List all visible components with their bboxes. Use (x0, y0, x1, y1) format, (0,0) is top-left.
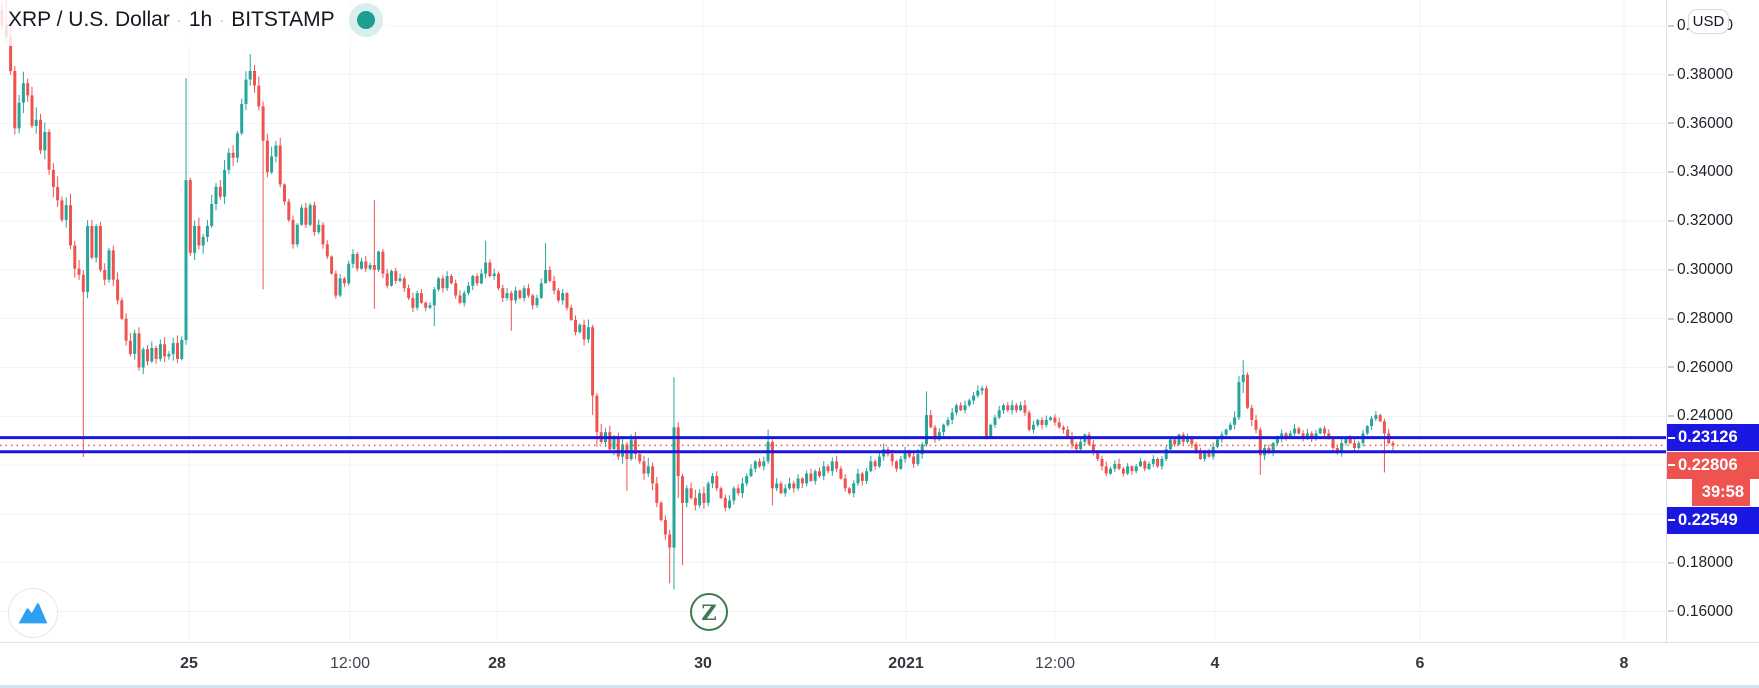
interval-label[interactable]: 1h (188, 8, 213, 31)
price-tick-label: 0.34000 (1667, 163, 1759, 181)
badge-tick-dash (1668, 436, 1675, 439)
time-tick-label: 12:00 (1034, 655, 1076, 672)
price-tick-label: 0.38000 (1667, 66, 1759, 84)
price-badge-line-lower: 0.22549 (1667, 506, 1759, 534)
price-tick-label: 0.16000 (1667, 603, 1759, 621)
time-tick-label: 4 (1210, 655, 1220, 672)
candlestick-chart-canvas[interactable] (0, 0, 1666, 642)
badge-tick-dash (1668, 464, 1675, 467)
price-tick-label: 0.36000 (1667, 115, 1759, 133)
price-tick-label: 0.32000 (1667, 212, 1759, 230)
chart-plot-area[interactable]: Z XRP / U.S. Dollar · 1h · BITSTAMP (0, 0, 1666, 642)
price-axis[interactable]: 0.400000.380000.360000.340000.320000.300… (1666, 0, 1759, 642)
price-tick-label: 0.30000 (1667, 261, 1759, 279)
time-tick-label: 30 (694, 655, 712, 672)
badge-tick-dash (1668, 519, 1675, 522)
time-tick-label: 12:00 (329, 655, 371, 672)
time-tick-label: 28 (488, 655, 506, 672)
bar-countdown-badge: 39:58 (1692, 479, 1750, 507)
loading-progress-strip (0, 685, 1759, 688)
time-tick-label: 25 (180, 655, 198, 672)
price-tick-label: 0.28000 (1667, 310, 1759, 328)
symbol-name[interactable]: XRP / U.S. Dollar (8, 8, 170, 31)
price-tick-label: 0.26000 (1667, 359, 1759, 377)
market-status-icon[interactable] (348, 3, 383, 37)
exchange-label[interactable]: BITSTAMP (231, 8, 335, 31)
watermark-z-icon: Z (690, 593, 728, 631)
price-badge-line-upper: 0.23126 (1667, 424, 1759, 452)
time-axis[interactable]: 25 12:00 28 30 2021 12:00 4 6 8 (0, 642, 1759, 688)
tradingview-logo[interactable] (8, 588, 58, 638)
legend-separator: · (176, 11, 182, 29)
legend-separator: · (219, 11, 225, 29)
time-tick-label: 8 (1619, 655, 1629, 672)
currency-usd-button[interactable]: USD (1688, 9, 1729, 34)
symbol-legend: XRP / U.S. Dollar · 1h · BITSTAMP (8, 3, 383, 37)
time-tick-label: 2021 (888, 655, 924, 672)
price-badge-last-price: 0.22806 (1667, 451, 1759, 479)
price-tick-label: 0.18000 (1667, 554, 1759, 572)
time-tick-label: 6 (1415, 655, 1425, 672)
watermark-letter: Z (701, 599, 717, 625)
mountain-chart-icon (18, 603, 48, 624)
price-tick-label: 0.24000 (1667, 407, 1759, 425)
